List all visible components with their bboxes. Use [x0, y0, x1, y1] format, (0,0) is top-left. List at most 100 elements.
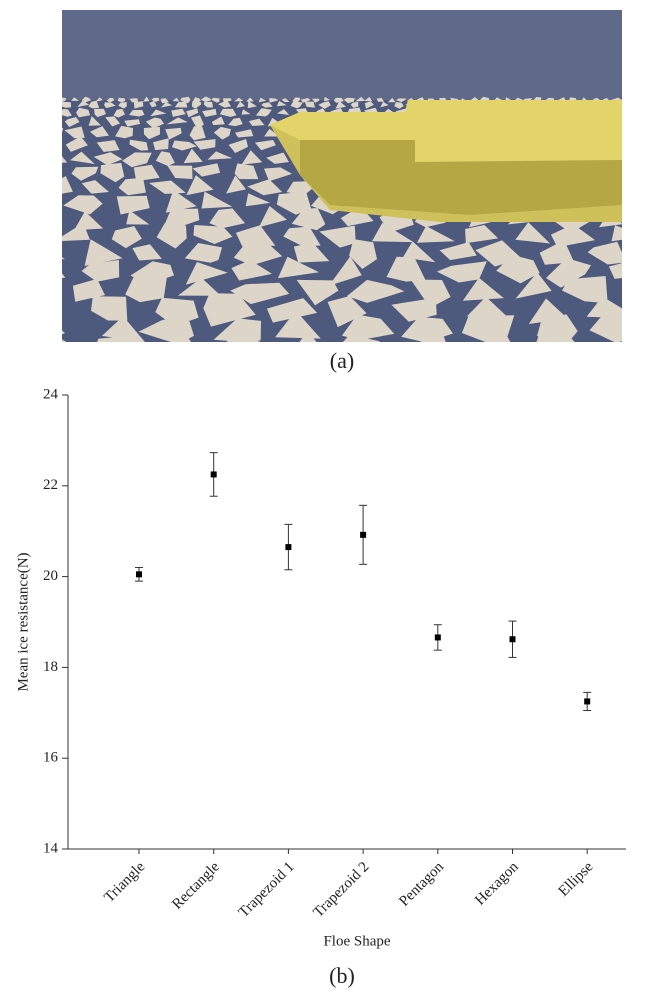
ice-floe: [264, 128, 280, 137]
ice-floe: [62, 330, 65, 335]
ice-floe: [207, 151, 233, 160]
ice-floe: [193, 225, 233, 244]
ice-floe: [402, 241, 436, 263]
ice-floe: [292, 97, 301, 103]
ice-floe: [211, 116, 225, 126]
ice-floe: [185, 262, 228, 285]
ice-floe: [94, 108, 106, 118]
ice-floe: [300, 98, 311, 103]
ice-floe: [193, 139, 216, 150]
ice-floe: [89, 126, 109, 138]
ice-floe: [62, 109, 72, 117]
ice-floe: [209, 208, 245, 229]
ice-floe: [364, 96, 373, 102]
data-point: [285, 544, 292, 551]
ice-floe: [64, 117, 80, 127]
ice-floe: [387, 97, 396, 103]
ice-floe: [62, 156, 68, 163]
ice-floe: [122, 152, 152, 168]
ice-floe: [608, 263, 622, 279]
ice-floe: [171, 140, 197, 151]
y-tick-label: 14: [43, 840, 59, 856]
ice-floe: [111, 226, 142, 249]
ice-floe: [226, 175, 246, 194]
ice-floe: [62, 257, 65, 260]
y-axis-label: Mean ice resistance(N): [15, 552, 31, 691]
ice-floe: [186, 108, 199, 118]
ice-floe: [165, 189, 197, 213]
ice-floe: [124, 119, 141, 127]
ice-floe: [166, 117, 188, 125]
ice-floe: [235, 225, 276, 247]
ice-floe: [165, 127, 182, 140]
ice-floe: [329, 256, 362, 286]
ice-floe: [105, 116, 120, 127]
ice-floe: [16, 298, 61, 328]
ice-floe: [462, 277, 504, 301]
ice-floe: [276, 100, 287, 107]
ice-floe: [81, 96, 92, 103]
ice-floe: [161, 102, 173, 108]
ice-floe: [129, 98, 139, 103]
ice-floe: [190, 115, 204, 129]
data-point: [434, 634, 441, 641]
ice-floe: [335, 101, 347, 109]
ice-floe: [465, 225, 499, 244]
ice-floe: [151, 97, 160, 102]
ice-floe: [515, 222, 551, 244]
ice-floe: [62, 101, 72, 108]
ice-floe: [319, 225, 356, 248]
ice-floe: [230, 282, 290, 305]
ice-floe: [219, 108, 237, 117]
data-point: [210, 471, 217, 478]
ice-floe: [106, 97, 115, 103]
ice-floe: [62, 273, 66, 279]
ice-floe: [277, 256, 320, 279]
ice-floe: [96, 140, 120, 152]
ice-floe: [380, 101, 389, 108]
ice-floe: [241, 150, 263, 165]
ice-floe: [622, 97, 630, 102]
ice-floe: [236, 101, 245, 108]
ice-floe: [149, 180, 186, 194]
ice-floe: [255, 108, 272, 117]
ice-floe: [153, 138, 169, 151]
ice-floe: [340, 206, 374, 227]
ice-floe: [486, 333, 511, 342]
ice-floe: [391, 297, 437, 322]
ice-floe: [70, 151, 95, 164]
ice-floe: [88, 116, 101, 126]
ice-floe: [118, 101, 127, 109]
ice-floe: [174, 101, 188, 108]
ice-floe: [184, 243, 223, 263]
ice-floe: [186, 175, 214, 196]
ice-floe: [180, 96, 191, 104]
ice-floe: [133, 164, 160, 182]
ice-floe: [171, 108, 186, 117]
ice-floe: [97, 335, 144, 342]
ice-floe: [191, 101, 202, 109]
ice-floe: [226, 332, 260, 342]
data-point: [136, 571, 142, 578]
ice-floe: [93, 152, 123, 166]
ice-floe: [312, 98, 320, 103]
ice-render: [16, 10, 630, 342]
ice-floe: [203, 293, 256, 327]
y-tick-label: 24: [43, 386, 59, 402]
ice-floe: [104, 102, 116, 109]
ice-floe: [299, 330, 317, 342]
ice-floe: [266, 152, 289, 164]
ice-floe: [213, 318, 261, 342]
ice-floe: [587, 241, 622, 265]
data-point: [360, 531, 367, 538]
ice-floe: [355, 96, 366, 102]
ice-floe: [228, 117, 243, 127]
ice-floe: [536, 333, 575, 342]
ice-floe: [17, 276, 59, 301]
ice-floe: [515, 272, 552, 299]
ice-floe: [71, 166, 99, 181]
ice-floe: [247, 179, 283, 196]
y-tick-label: 20: [43, 568, 58, 584]
ice-floe: [145, 117, 164, 129]
